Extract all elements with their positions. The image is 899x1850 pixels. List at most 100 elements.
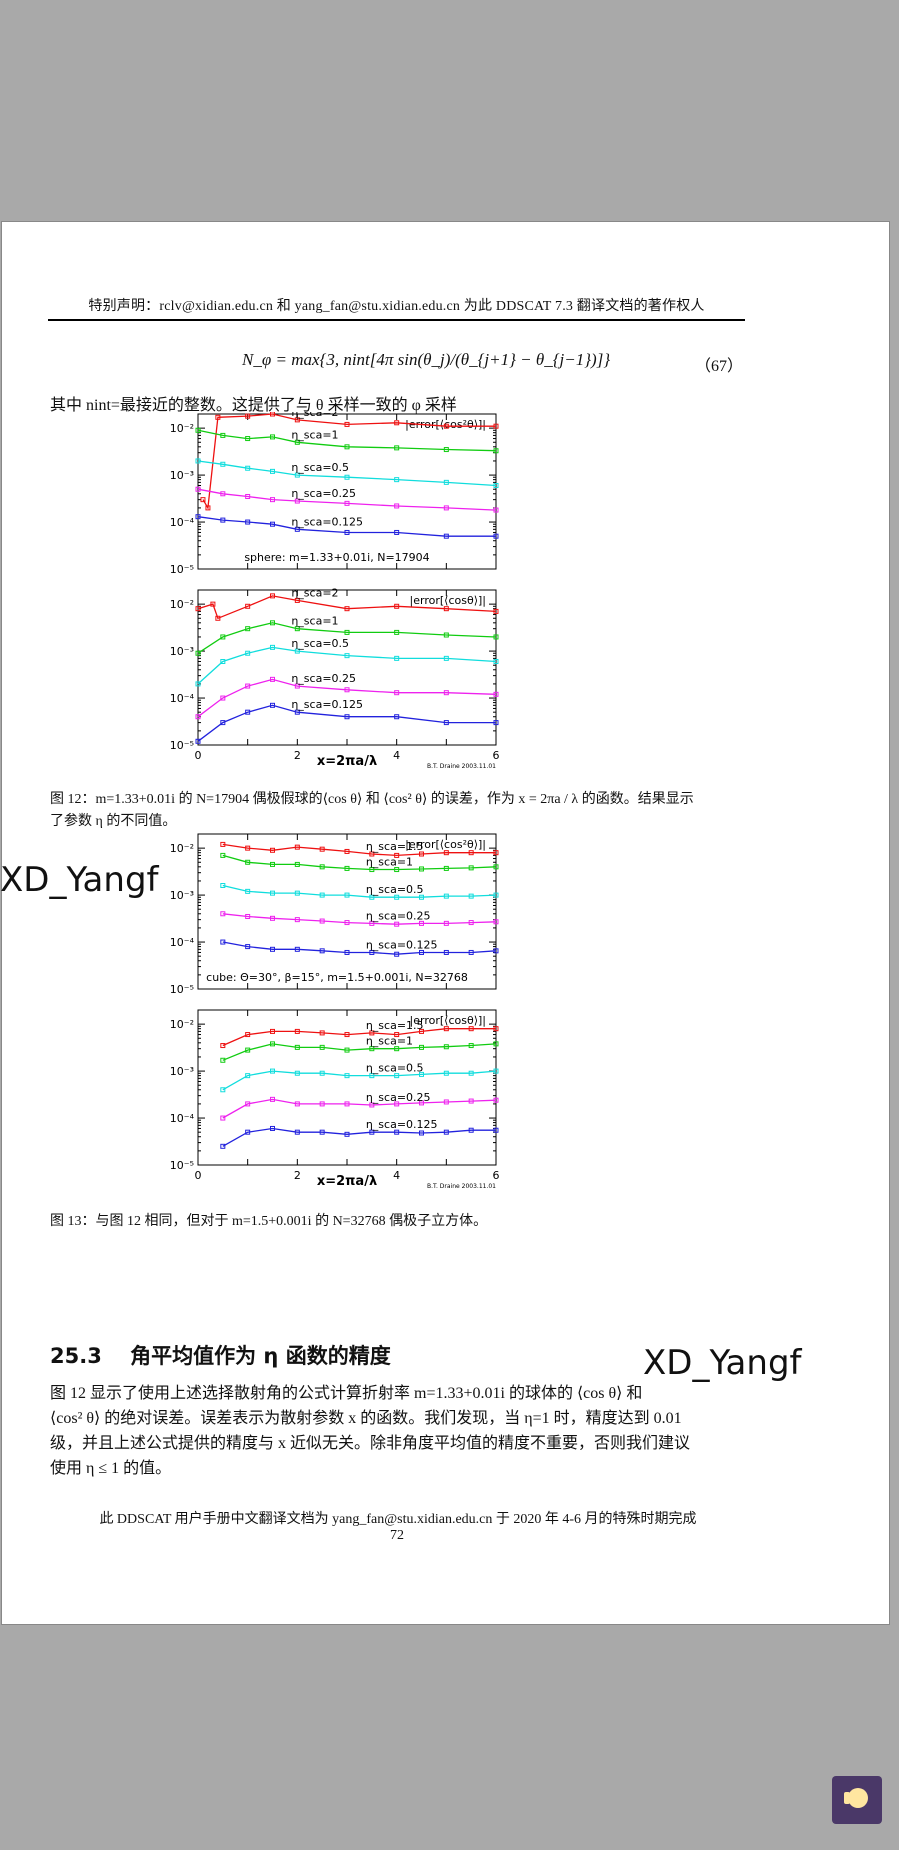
x-tick-label: 0 — [195, 749, 202, 762]
data-point — [419, 851, 424, 857]
chart-fig12-top: 10⁻²10⁻³10⁻⁴10⁻⁵|error[⟨cos²θ⟩]|sphere: … — [170, 412, 499, 576]
watermark-left: XD_Yangf — [0, 860, 159, 900]
body-line-3: 级，并且上述公式提供的精度与 x 近似无关。除非角度平均值的精度不重要，否则我们… — [50, 1435, 691, 1452]
data-point — [270, 1125, 275, 1131]
data-point — [394, 852, 400, 858]
series-label: η_sca=0.125 — [291, 698, 363, 711]
y-tick-label: 10⁻⁴ — [170, 936, 195, 949]
data-point — [319, 1101, 325, 1107]
data-point — [344, 421, 350, 427]
x-tick-label: 2 — [294, 749, 301, 762]
data-point — [294, 417, 300, 423]
data-point — [443, 505, 449, 511]
data-point — [270, 1068, 275, 1074]
data-point — [419, 1130, 424, 1136]
data-point — [493, 533, 499, 539]
chart-fig13-top: 10⁻² 10⁻³ 10⁻⁴ 10⁻⁵ |error[⟨cos²θ⟩]| cube: Θ=… — [170, 833, 499, 996]
data-point — [245, 913, 251, 919]
data-point — [294, 844, 300, 850]
data-point — [419, 920, 424, 926]
data-point — [294, 1129, 300, 1135]
body-line-2: ⟨cos² θ⟩ 的绝对误差。误差表示为散射参数 x 的函数。我们发现，当 η=… — [50, 1410, 682, 1427]
data-point — [468, 1127, 474, 1133]
data-point — [394, 690, 400, 696]
data-point — [344, 687, 350, 693]
data-point — [443, 850, 449, 856]
data-point — [245, 845, 251, 851]
chart-fig12-bottom: 10⁻² 10⁻³ 10⁻⁴ 10⁻⁵0 2 4 6 x=2πa/λ B.T. Draine 2… — [170, 588, 500, 770]
data-point — [443, 1129, 449, 1135]
y-tick-label: 10⁻² — [170, 842, 194, 855]
data-point — [443, 949, 449, 955]
data-point — [443, 423, 449, 429]
data-point — [443, 655, 449, 661]
series-line — [197, 516, 496, 537]
data-point — [220, 659, 226, 665]
data-point — [220, 634, 226, 640]
figure13-caption: 图 13：与图 12 相同，但对于 m=1.5+0.001i 的 N=32768… — [50, 1214, 488, 1229]
data-point — [344, 949, 350, 955]
data-point — [344, 606, 350, 612]
data-point — [419, 866, 424, 872]
equation-number: （67） — [695, 358, 744, 375]
data-point — [220, 491, 226, 497]
y-tick-label: 10⁻² — [170, 1018, 194, 1031]
data-point — [493, 483, 499, 489]
data-point — [369, 1073, 375, 1079]
data-point — [443, 893, 449, 899]
data-point — [319, 948, 325, 954]
data-point — [294, 597, 300, 603]
y-tick-label: 10⁻³ — [170, 889, 194, 902]
lightbulb-button[interactable] — [832, 1776, 882, 1824]
data-point — [493, 720, 499, 726]
data-point — [220, 517, 226, 523]
lightbulb-icon — [848, 1788, 868, 1808]
data-point — [369, 894, 375, 900]
figure12-caption-line1: 图 12：m=1.33+0.01i 的 N=17904 偶极假球的⟨cos θ⟩… — [50, 792, 694, 807]
data-point — [210, 601, 216, 607]
data-point — [220, 883, 226, 889]
series-label: η_sca=0.5 — [291, 461, 349, 474]
data-point — [319, 864, 325, 870]
data-point — [319, 846, 325, 852]
series-label: η_sca=0.125 — [366, 1118, 438, 1131]
data-point — [294, 1028, 300, 1034]
data-point — [394, 867, 400, 873]
series-label: η_sca=0.25 — [291, 672, 356, 685]
data-point — [394, 655, 400, 661]
data-point — [344, 444, 350, 450]
data-point — [443, 865, 449, 871]
series-label: η_sca=1.5 — [366, 1019, 424, 1032]
x-axis-label: x=2πa/λ — [317, 754, 377, 769]
data-point — [344, 474, 350, 480]
series-line — [222, 941, 497, 955]
data-point — [394, 1073, 400, 1079]
data-point — [195, 714, 201, 720]
section-title: 25.3 角平均值作为 η 函数的精度 — [50, 1344, 391, 1368]
data-point — [468, 1098, 474, 1104]
data-point — [443, 479, 449, 485]
data-point — [220, 939, 226, 945]
data-point — [245, 650, 251, 656]
data-point — [215, 615, 221, 621]
data-point — [493, 864, 499, 870]
data-point — [294, 683, 300, 689]
chart-title: |error[⟨cosθ⟩]| — [410, 594, 486, 607]
y-tick-label: 10⁻³ — [170, 469, 194, 482]
data-point — [220, 1087, 226, 1093]
data-point — [493, 659, 499, 665]
series-label: η_sca=1 — [291, 428, 338, 441]
y-tick-label: 10⁻⁴ — [170, 516, 195, 529]
data-point — [220, 720, 226, 726]
page-number: 72 — [390, 1528, 404, 1543]
series-line — [222, 884, 497, 898]
watermark-right: XD_Yangf — [643, 1343, 802, 1383]
data-point — [394, 951, 400, 957]
data-point — [270, 890, 275, 896]
series-line — [197, 488, 497, 511]
data-point — [294, 626, 300, 632]
series-label: η_sca=0.125 — [366, 938, 438, 951]
plot-frame — [197, 1009, 497, 1166]
series-line — [222, 1028, 496, 1047]
data-point — [493, 1127, 499, 1133]
